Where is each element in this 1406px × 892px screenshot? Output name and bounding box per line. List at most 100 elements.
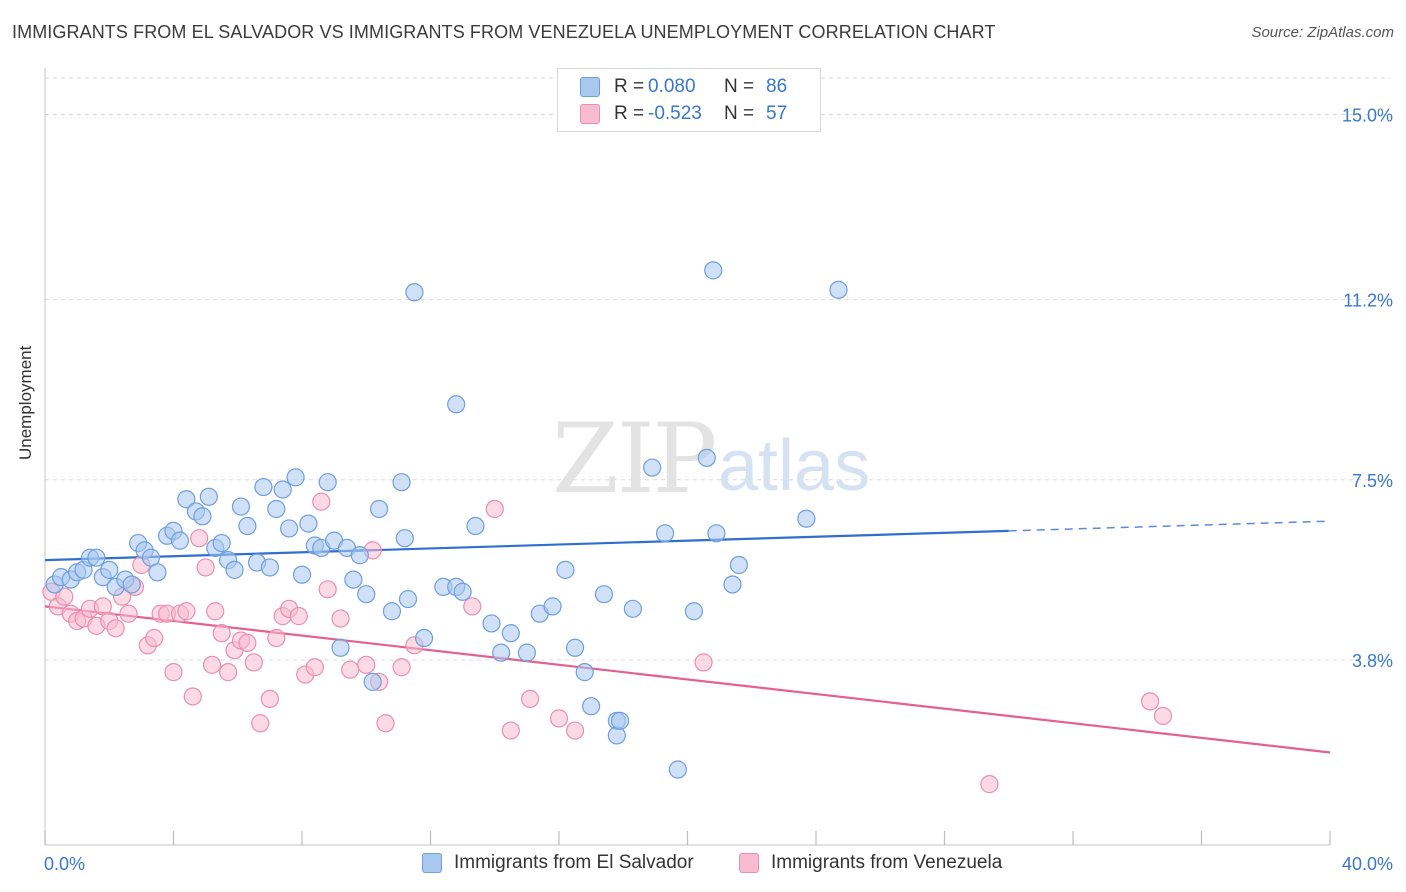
- point-venezuela: [357, 655, 376, 674]
- legend-swatch-blue: [580, 77, 600, 97]
- point-venezuela: [106, 619, 125, 638]
- y-tick-label: 3.8%: [1352, 651, 1393, 671]
- point-venezuela: [463, 597, 482, 616]
- point-el-salvador: [556, 560, 575, 579]
- point-venezuela: [244, 653, 263, 672]
- point-el-salvador: [225, 560, 244, 579]
- point-el-salvador: [684, 602, 704, 621]
- watermark-zip: ZIP: [552, 403, 715, 515]
- point-venezuela: [267, 628, 286, 648]
- trendline-el-salvador: [44, 529, 1009, 562]
- bottom-legend-el-salvador: Immigrants from El Salvador: [422, 852, 694, 874]
- point-el-salvador: [414, 628, 434, 648]
- point-el-salvador: [231, 497, 251, 516]
- point-venezuela: [238, 633, 257, 653]
- point-el-salvador: [610, 711, 630, 730]
- point-el-salvador: [565, 638, 585, 657]
- point-venezuela: [145, 628, 164, 648]
- point-venezuela: [312, 492, 331, 511]
- point-venezuela: [164, 663, 183, 682]
- point-el-salvador: [238, 516, 257, 536]
- point-venezuela: [305, 658, 324, 677]
- point-el-salvador: [395, 529, 414, 548]
- point-el-salvador: [122, 575, 141, 594]
- point-el-salvador: [344, 570, 363, 589]
- point-el-salvador: [453, 582, 472, 601]
- point-el-salvador: [382, 602, 402, 621]
- point-venezuela: [55, 587, 74, 606]
- point-el-salvador: [299, 514, 318, 533]
- point-el-salvador: [594, 585, 614, 604]
- watermark-atlas: atlas: [718, 426, 870, 506]
- legend-n-value: 86: [766, 76, 788, 97]
- point-el-salvador: [100, 560, 119, 579]
- point-el-salvador: [212, 533, 231, 553]
- point-el-salvador: [829, 280, 848, 299]
- bottom-legend-swatch-blue: [422, 853, 442, 873]
- point-el-salvador: [543, 597, 562, 616]
- point-el-salvador: [575, 663, 594, 682]
- legend-r-label: R =: [614, 76, 645, 97]
- point-el-salvador: [482, 614, 501, 633]
- bottom-legend-venezuela: Immigrants from Venezuela: [739, 852, 1002, 874]
- source-label: Source: ZipAtlas.com: [1251, 24, 1394, 41]
- point-venezuela: [206, 602, 225, 621]
- correlation-legend: R = 0.080 N = 86 R = -0.523 N = 57: [557, 68, 821, 132]
- point-venezuela: [485, 499, 504, 519]
- point-el-salvador: [398, 589, 418, 609]
- point-venezuela: [1140, 692, 1160, 711]
- point-venezuela: [1153, 706, 1173, 726]
- point-el-salvador: [286, 468, 305, 487]
- point-el-salvador: [405, 283, 424, 302]
- point-el-salvador: [292, 565, 312, 584]
- point-venezuela: [694, 653, 713, 672]
- point-el-salvador: [623, 599, 642, 618]
- point-venezuela: [376, 714, 395, 733]
- point-venezuela: [190, 529, 209, 548]
- point-venezuela: [341, 660, 360, 679]
- point-el-salvador: [517, 643, 536, 662]
- point-venezuela: [177, 602, 196, 621]
- legend-n-label: N =: [724, 103, 755, 124]
- point-el-salvador: [668, 760, 687, 779]
- point-venezuela: [219, 663, 238, 682]
- point-el-salvador: [357, 585, 376, 604]
- y-tick-label: 7.5%: [1352, 471, 1393, 491]
- point-el-salvador: [655, 524, 675, 543]
- chart-title: IMMIGRANTS FROM EL SALVADOR VS IMMIGRANT…: [12, 22, 996, 42]
- point-el-salvador: [87, 548, 106, 567]
- point-el-salvador: [707, 524, 726, 543]
- point-venezuela: [565, 721, 585, 740]
- point-venezuela: [202, 655, 222, 674]
- y-axis-label: Unemployment: [16, 345, 35, 460]
- y-tick-label: 15.0%: [1342, 106, 1393, 126]
- point-el-salvador: [193, 507, 212, 526]
- point-el-salvador: [501, 624, 520, 643]
- point-el-salvador: [273, 480, 292, 499]
- point-el-salvador: [331, 638, 350, 657]
- point-venezuela: [318, 580, 337, 599]
- x-tick-label: 0.0%: [44, 854, 85, 874]
- point-el-salvador: [582, 697, 601, 716]
- trendline-el-salvador-extension: [1008, 520, 1331, 532]
- point-el-salvador: [704, 261, 723, 280]
- point-venezuela: [183, 687, 202, 706]
- bottom-legend-swatch-pink: [739, 853, 759, 873]
- legend-r-label: R =: [614, 103, 645, 124]
- point-el-salvador: [723, 575, 742, 594]
- point-el-salvador: [318, 473, 337, 492]
- point-el-salvador: [363, 672, 382, 691]
- point-el-salvador: [697, 448, 716, 467]
- point-el-salvador: [260, 558, 279, 577]
- point-el-salvador: [199, 487, 218, 506]
- point-venezuela: [392, 658, 411, 677]
- bottom-legend-label: Immigrants from Venezuela: [771, 852, 1003, 873]
- x-tick-label: 40.0%: [1342, 854, 1393, 874]
- point-el-salvador: [466, 516, 485, 536]
- point-venezuela: [119, 604, 138, 623]
- point-venezuela: [331, 609, 350, 628]
- point-venezuela: [501, 721, 520, 740]
- point-el-salvador: [280, 519, 299, 538]
- legend-swatch-pink: [580, 104, 600, 124]
- point-el-salvador: [492, 643, 511, 662]
